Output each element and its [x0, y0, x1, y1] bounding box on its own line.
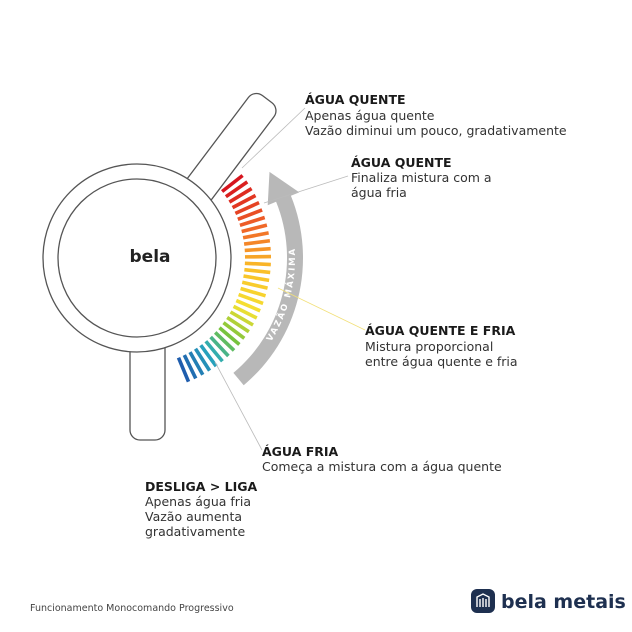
leader-line — [214, 361, 263, 451]
leader-line — [277, 287, 366, 331]
label-line: Vazão diminui um pouco, gradativamente — [305, 123, 567, 138]
label-line: Mistura proporcional — [365, 339, 493, 354]
knob-label: bela — [130, 247, 171, 267]
scale-bar — [238, 292, 264, 306]
label-line: Vazão aumenta — [145, 509, 242, 524]
scale-bar — [241, 223, 268, 234]
scale-bar — [231, 193, 257, 210]
scale-bar — [237, 208, 263, 221]
scale-bar — [232, 304, 258, 320]
logo-glyph — [476, 593, 490, 607]
scale-bar — [199, 344, 218, 368]
scale-bar — [176, 357, 191, 383]
label-title: DESLIGA > LIGA — [145, 479, 258, 494]
label-line: entre água quente e fria — [365, 354, 518, 369]
scale-bar — [229, 310, 254, 327]
label-line: água fria — [351, 185, 407, 200]
scale-bar — [222, 321, 246, 340]
label-line: Apenas água quente — [305, 108, 435, 123]
label-line: gradativamente — [145, 524, 245, 539]
label-title: ÁGUA QUENTE E FRIA — [365, 323, 516, 338]
scale-bar — [241, 280, 268, 290]
scale-bar — [188, 351, 205, 376]
label-line: Apenas água fria — [145, 494, 251, 509]
scale-bar — [243, 238, 271, 246]
scale-bar — [242, 231, 269, 240]
temperature-scale — [176, 174, 272, 383]
label-line: Finaliza mistura com a — [351, 170, 492, 185]
scale-bar — [244, 267, 271, 275]
scale-bar — [239, 215, 266, 228]
scale-bar — [224, 180, 249, 199]
scale-bar — [228, 187, 253, 204]
scale-bar — [243, 274, 270, 283]
scale-bar — [182, 354, 198, 380]
label-title: ÁGUA QUENTE — [305, 92, 406, 107]
knob — [57, 178, 217, 338]
caption: Funcionamento Monocomando Progressivo — [30, 603, 234, 614]
scale-bar — [226, 315, 250, 334]
scale-bar — [240, 286, 267, 298]
scale-bar — [213, 331, 236, 352]
scale-bar — [244, 246, 271, 253]
scale-bar — [218, 326, 241, 346]
scale-bar — [204, 340, 224, 363]
logo-text: bela metais — [501, 591, 626, 613]
scale-bar — [209, 335, 230, 358]
leader-line — [241, 107, 306, 169]
scale-bar — [220, 174, 244, 193]
scale-bar — [244, 261, 271, 267]
max-flow-arrow — [233, 171, 304, 386]
label-line: Começa a mistura com a água quente — [262, 459, 502, 474]
label-title: ÁGUA FRIA — [262, 444, 339, 459]
scale-bar — [235, 298, 261, 313]
scale-bar — [234, 201, 260, 216]
leader-line — [263, 175, 349, 204]
scale-bar — [193, 347, 212, 372]
label-title: ÁGUA QUENTE — [351, 155, 452, 170]
